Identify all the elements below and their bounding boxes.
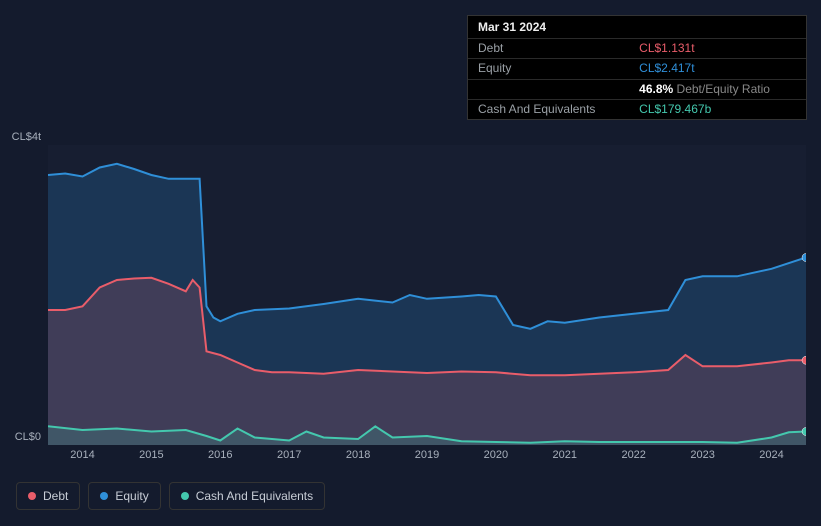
- x-axis-label: 2014: [70, 449, 94, 461]
- legend-label: Cash And Equivalents: [196, 489, 313, 503]
- x-axis-label: 2021: [553, 449, 577, 461]
- tooltip-label: Equity: [468, 59, 629, 79]
- tooltip-value: 46.8% Debt/Equity Ratio: [629, 79, 806, 99]
- x-axis-label: 2019: [415, 449, 439, 461]
- x-axis-label: 2023: [690, 449, 714, 461]
- x-axis-label: 2024: [759, 449, 783, 461]
- y-axis-label: CL$4t: [6, 131, 41, 143]
- legend-item-cash-and-equivalents[interactable]: Cash And Equivalents: [169, 482, 325, 510]
- x-axis: 2014 2015 2016 2017 2018 2019 2020 2021 2022 2023…: [48, 449, 821, 465]
- x-axis-label: 2015: [139, 449, 163, 461]
- chart-legend: Debt Equity Cash And Equivalents: [16, 482, 325, 510]
- legend-label: Equity: [115, 489, 148, 503]
- tooltip-label: [468, 79, 629, 99]
- legend-marker: [28, 492, 36, 500]
- x-axis-label: 2022: [621, 449, 645, 461]
- area-chart[interactable]: CL$4tCL$0: [16, 145, 806, 445]
- tooltip-rows: DebtCL$1.131tEquityCL$2.417t46.8% Debt/E…: [468, 38, 806, 119]
- x-axis-label: 2020: [484, 449, 508, 461]
- tooltip-value: CL$2.417t: [629, 59, 806, 79]
- legend-item-equity[interactable]: Equity: [88, 482, 160, 510]
- x-axis-label: 2017: [277, 449, 301, 461]
- y-axis-label: CL$0: [6, 431, 41, 443]
- tooltip-label: Cash And Equivalents: [468, 99, 629, 119]
- tooltip-date: Mar 31 2024: [468, 16, 806, 38]
- legend-marker: [181, 492, 189, 500]
- chart-plot: [48, 145, 806, 445]
- x-axis-label: 2018: [346, 449, 370, 461]
- legend-item-debt[interactable]: Debt: [16, 482, 80, 510]
- chart-tooltip: Mar 31 2024 DebtCL$1.131tEquityCL$2.417t…: [467, 15, 807, 120]
- x-axis-label: 2016: [208, 449, 232, 461]
- tooltip-value: CL$179.467b: [629, 99, 806, 119]
- tooltip-label: Debt: [468, 39, 629, 59]
- tooltip-value: CL$1.131t: [629, 39, 806, 59]
- legend-marker: [100, 492, 108, 500]
- legend-label: Debt: [43, 489, 68, 503]
